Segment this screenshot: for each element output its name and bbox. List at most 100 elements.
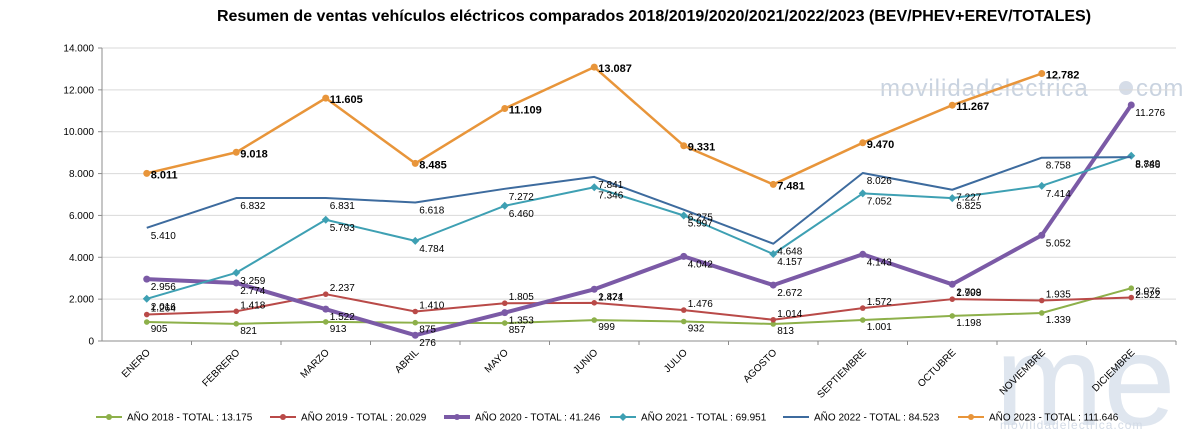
legend-marker bbox=[454, 414, 460, 420]
data-point bbox=[680, 252, 688, 260]
data-point bbox=[142, 294, 151, 303]
data-label: 813 bbox=[777, 326, 794, 337]
data-label: 932 bbox=[688, 323, 705, 334]
chart-title: Resumen de ventas vehículos eléctricos c… bbox=[217, 8, 1091, 25]
data-point bbox=[949, 313, 956, 319]
data-point bbox=[590, 183, 599, 192]
y-tick-label: 10.000 bbox=[63, 127, 94, 138]
data-point bbox=[500, 201, 509, 210]
data-label: 6.275 bbox=[688, 213, 713, 224]
data-point bbox=[680, 142, 688, 150]
data-label: 8.011 bbox=[151, 169, 178, 181]
data-point bbox=[143, 169, 151, 177]
y-tick-label: 2.000 bbox=[69, 295, 94, 306]
watermark-bottom-text: movilidadelectrica.com bbox=[1000, 418, 1143, 432]
data-point bbox=[859, 305, 866, 311]
data-label: 12.782 bbox=[1046, 69, 1080, 81]
data-point bbox=[232, 148, 240, 156]
data-point bbox=[233, 308, 240, 315]
legend: AÑO 2018 - TOTAL : 13.175 AÑO 2019 - TOTA… bbox=[96, 411, 1119, 424]
y-tick-label: 6.000 bbox=[69, 211, 94, 222]
data-point bbox=[322, 94, 330, 102]
data-point bbox=[1038, 69, 1046, 77]
data-point bbox=[322, 319, 329, 325]
series-line bbox=[146, 156, 1132, 245]
data-label: 1.339 bbox=[1046, 315, 1071, 326]
data-label: 11.276 bbox=[1135, 108, 1165, 119]
data-point bbox=[501, 320, 508, 326]
data-point bbox=[769, 180, 777, 188]
data-label: 1.418 bbox=[240, 300, 265, 311]
data-point bbox=[143, 311, 150, 318]
data-label: 875 bbox=[419, 325, 436, 336]
data-point bbox=[948, 280, 956, 288]
data-label: 1.410 bbox=[419, 300, 444, 311]
data-label: 8.758 bbox=[1046, 161, 1071, 172]
data-label: 2.076 bbox=[1135, 287, 1160, 298]
watermark: me movilidadelectrica com movilidadelect… bbox=[880, 75, 1183, 436]
y-tick-label: 8.000 bbox=[69, 169, 94, 180]
data-point bbox=[769, 281, 777, 289]
data-label: 7.481 bbox=[777, 180, 805, 192]
y-tick-label: 12.000 bbox=[63, 85, 94, 96]
data-label: 9.331 bbox=[688, 142, 716, 154]
data-point bbox=[680, 318, 687, 325]
data-label: 2.471 bbox=[598, 292, 623, 303]
data-point bbox=[590, 63, 598, 71]
data-point bbox=[321, 215, 330, 224]
data-label: 8.026 bbox=[867, 176, 892, 187]
data-label: 3.259 bbox=[240, 276, 265, 287]
data-point bbox=[948, 101, 956, 109]
data-label: 6.460 bbox=[509, 209, 534, 220]
data-label: 1.476 bbox=[688, 299, 713, 310]
series-line bbox=[146, 287, 1132, 325]
data-point bbox=[1037, 181, 1046, 190]
data-point bbox=[1038, 310, 1045, 316]
data-point bbox=[232, 279, 240, 287]
data-label: 8.849 bbox=[1135, 159, 1160, 170]
data-label: 2.237 bbox=[330, 283, 355, 294]
legend-marker bbox=[280, 414, 286, 420]
series-line bbox=[146, 293, 1132, 321]
data-label: 857 bbox=[509, 325, 526, 336]
data-label: 4.042 bbox=[688, 259, 713, 270]
data-point bbox=[859, 250, 867, 258]
data-point bbox=[769, 249, 778, 258]
legend-marker bbox=[968, 414, 974, 420]
data-label: 8.786 bbox=[1135, 160, 1160, 171]
data-label: 4.157 bbox=[777, 257, 802, 268]
legend-label: AÑO 2020 - TOTAL : 41.246 bbox=[475, 411, 601, 424]
data-point bbox=[680, 307, 687, 313]
data-point bbox=[948, 194, 957, 203]
data-label: 1.198 bbox=[956, 318, 981, 329]
data-point bbox=[591, 317, 598, 323]
watermark-dot-icon bbox=[1119, 81, 1133, 95]
data-point bbox=[1038, 231, 1046, 239]
data-point bbox=[411, 159, 419, 167]
data-label: 7.346 bbox=[598, 190, 623, 201]
data-label: 8.485 bbox=[419, 159, 447, 171]
data-point bbox=[1128, 285, 1135, 292]
data-point bbox=[412, 319, 419, 326]
data-label: 2.709 bbox=[956, 287, 981, 298]
watermark-text: movilidadelectrica bbox=[880, 75, 1089, 102]
series-line bbox=[146, 103, 1133, 338]
y-tick-label: 14.000 bbox=[63, 44, 94, 55]
data-point bbox=[679, 211, 688, 220]
data-label: 1.264 bbox=[151, 304, 176, 315]
data-label: 7.414 bbox=[1046, 189, 1071, 200]
data-label: 2.774 bbox=[240, 286, 265, 297]
data-label: 1.935 bbox=[1046, 290, 1071, 301]
series-line bbox=[146, 154, 1132, 300]
data-point bbox=[949, 296, 956, 302]
data-label: 1.353 bbox=[509, 316, 534, 327]
data-label: 1.522 bbox=[330, 312, 355, 323]
data-label: 6.825 bbox=[956, 201, 981, 212]
data-labels: 905 821 913 875 857 999 932 813 1.001 1.198 1.339 2… bbox=[151, 63, 1166, 349]
data-point bbox=[232, 268, 241, 277]
data-point bbox=[411, 331, 419, 339]
legend-label: AÑO 2019 - TOTAL : 20.029 bbox=[301, 411, 427, 424]
data-label: 4.784 bbox=[419, 244, 444, 255]
data-label: 1.805 bbox=[509, 292, 534, 303]
